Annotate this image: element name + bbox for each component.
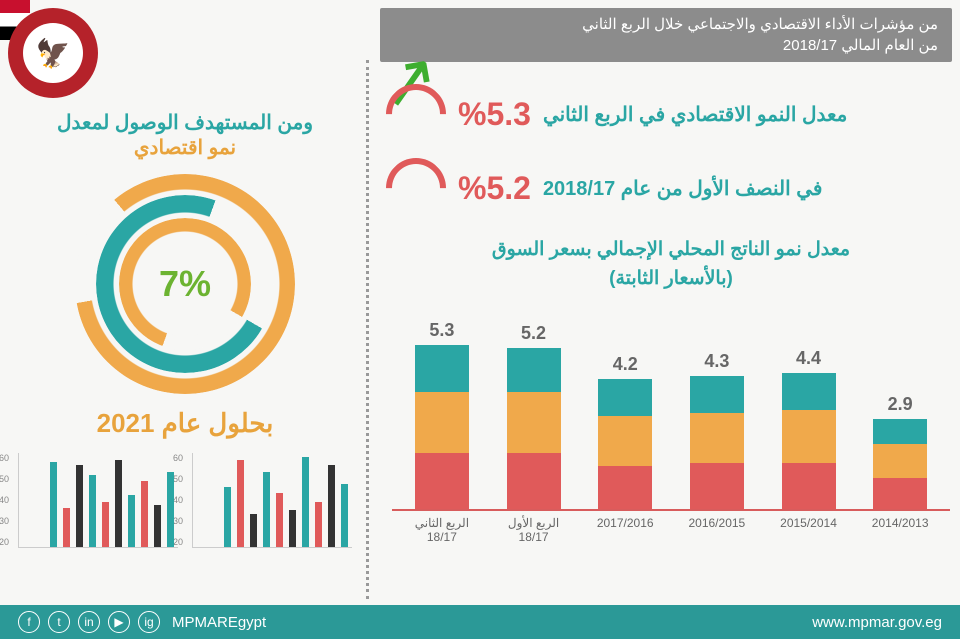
bar-segment xyxy=(690,413,744,462)
target-line1: ومن المستهدف الوصول لمعدل xyxy=(10,110,360,135)
bar-segment xyxy=(507,453,561,509)
mini-bar xyxy=(237,460,244,547)
gdp-bar-chart: 2.9 4.4 4.3 4.2 5.2 5.3 xyxy=(392,311,950,511)
header-banner: من مؤشرات الأداء الاقتصادي والاجتماعي خل… xyxy=(380,8,952,62)
bar-segment xyxy=(690,376,744,413)
bar-chart-x-axis: 2014/2013 2015/2014 2016/2015 2017/2016 الرب… xyxy=(392,511,950,546)
footer: www.mpmar.gov.eg ftin ▶ ig MPMAREgypt xyxy=(0,605,960,639)
mini-bar xyxy=(128,495,135,548)
social-icon[interactable]: t xyxy=(48,611,70,633)
bar-x-label: 2014/2013 xyxy=(864,516,936,546)
bar-x-label: 2015/2014 xyxy=(773,516,845,546)
mini-bar xyxy=(341,484,348,547)
mini-bar xyxy=(141,481,148,547)
target-line2: نمو اقتصادي xyxy=(10,135,360,160)
bar-stack xyxy=(873,419,927,509)
bar-segment xyxy=(873,478,927,509)
bar-stack xyxy=(690,376,744,509)
bar-stack xyxy=(782,373,836,509)
vertical-divider xyxy=(366,60,369,599)
bar-chart-title: معدل نمو الناتج المحلي الإجمالي بسعر الس… xyxy=(392,236,950,293)
mini-bar xyxy=(328,465,335,548)
bar-value-label: 2.9 xyxy=(888,394,913,415)
stat-row-0: معدل النمو الاقتصادي في الربع الثاني %5.… xyxy=(392,84,950,144)
left-pane: ومن المستهدف الوصول لمعدل نمو اقتصادي 7%… xyxy=(10,110,360,548)
stat-text: معدل النمو الاقتصادي في الربع الثاني xyxy=(543,102,847,127)
bar-segment xyxy=(598,466,652,509)
mini-charts: 6050403020 6050403020 xyxy=(10,453,360,548)
bar-value-label: 5.2 xyxy=(521,323,546,344)
target-year: بحلول عام 2021 xyxy=(10,408,360,439)
bar-column: 5.3 xyxy=(406,320,478,509)
social-icon[interactable]: in xyxy=(78,611,100,633)
mini-bar xyxy=(115,460,122,547)
bar-segment xyxy=(507,392,561,454)
bar-segment xyxy=(598,416,652,465)
bar-stack xyxy=(598,379,652,509)
mini-bar xyxy=(302,457,309,547)
bar-segment xyxy=(415,392,469,454)
bar-x-label: 2017/2016 xyxy=(589,516,661,546)
stat-value: %5.2 xyxy=(458,170,531,207)
bar-column: 5.2 xyxy=(498,323,570,509)
mini-bar xyxy=(224,487,231,547)
bar-segment xyxy=(415,345,469,391)
bar-value-label: 4.2 xyxy=(613,354,638,375)
header-line1: من مؤشرات الأداء الاقتصادي والاجتماعي خل… xyxy=(394,14,938,35)
ministry-logo: 🦅 xyxy=(8,8,98,98)
mini-bar xyxy=(263,472,270,547)
bar-column: 2.9 xyxy=(864,394,936,509)
social-icons: ftin ▶ ig xyxy=(18,611,160,633)
footer-site: www.mpmar.gov.eg xyxy=(812,614,942,631)
header-line2: من العام المالي 2018/17 xyxy=(394,35,938,56)
mini-bar xyxy=(76,465,83,548)
bar-value-label: 4.3 xyxy=(704,351,729,372)
bar-segment xyxy=(598,379,652,416)
bar-segment xyxy=(415,453,469,509)
mini-bar xyxy=(102,502,109,547)
stat-row-1: في النصف الأول من عام 2018/17 %5.2 xyxy=(392,158,950,218)
bar-x-label: الربع الأول18/17 xyxy=(498,516,570,546)
mini-bar xyxy=(315,502,322,547)
right-pane: معدل النمو الاقتصادي في الربع الثاني %5.… xyxy=(392,70,950,546)
bar-x-label: الربع الثاني18/17 xyxy=(406,516,478,546)
bar-segment xyxy=(507,348,561,391)
bar-column: 4.3 xyxy=(681,351,753,509)
bar-stack xyxy=(415,345,469,509)
bar-column: 4.4 xyxy=(773,348,845,509)
stat-value: %5.3 xyxy=(458,96,531,133)
target-donut-chart: 7% xyxy=(75,174,295,394)
donut-center-value: 7% xyxy=(159,263,211,305)
mini-chart-right: 6050403020 xyxy=(18,453,178,548)
mini-bar xyxy=(289,510,296,548)
social-icon[interactable]: f xyxy=(18,611,40,633)
bar-value-label: 4.4 xyxy=(796,348,821,369)
mini-bar xyxy=(50,462,57,548)
bar-segment xyxy=(782,410,836,463)
bar-segment xyxy=(873,419,927,444)
bar-segment xyxy=(690,463,744,509)
mini-bar xyxy=(276,493,283,547)
bar-segment xyxy=(873,444,927,478)
bar-value-label: 5.3 xyxy=(429,320,454,341)
mini-bar xyxy=(89,475,96,547)
mini-bar xyxy=(167,472,174,547)
social-icon[interactable]: ig xyxy=(138,611,160,633)
mini-bar xyxy=(250,514,257,547)
bar-x-label: 2016/2015 xyxy=(681,516,753,546)
footer-handle: MPMAREgypt xyxy=(172,614,266,631)
bar-stack xyxy=(507,348,561,509)
mini-bar xyxy=(63,508,70,547)
stat-text: في النصف الأول من عام 2018/17 xyxy=(543,176,823,201)
mini-chart-left: 6050403020 xyxy=(192,453,352,548)
bar-segment xyxy=(782,463,836,509)
mini-bar xyxy=(154,505,161,547)
bar-segment xyxy=(782,373,836,410)
bar-column: 4.2 xyxy=(589,354,661,509)
stat-arc-icon xyxy=(374,146,459,231)
social-icon[interactable]: ▶ xyxy=(108,611,130,633)
